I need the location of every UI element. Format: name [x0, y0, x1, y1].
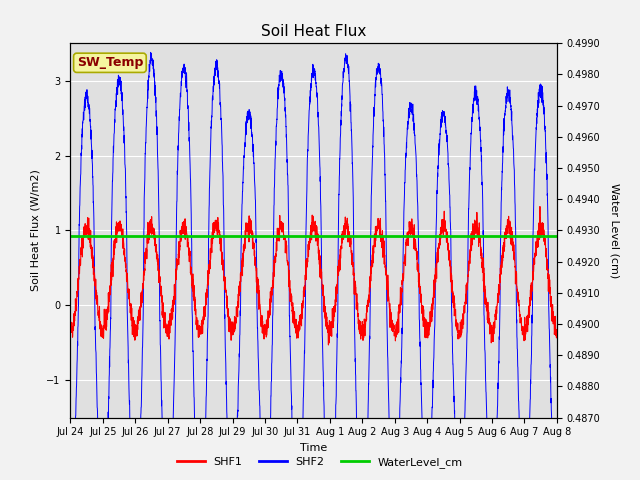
Title: Soil Heat Flux: Soil Heat Flux — [261, 24, 366, 39]
Text: SW_Temp: SW_Temp — [77, 56, 143, 69]
Y-axis label: Soil Heat Flux (W/m2): Soil Heat Flux (W/m2) — [31, 169, 41, 291]
X-axis label: Time: Time — [300, 443, 327, 453]
Legend: SHF1, SHF2, WaterLevel_cm: SHF1, SHF2, WaterLevel_cm — [172, 452, 468, 472]
Y-axis label: Water Level (cm): Water Level (cm) — [610, 183, 620, 278]
